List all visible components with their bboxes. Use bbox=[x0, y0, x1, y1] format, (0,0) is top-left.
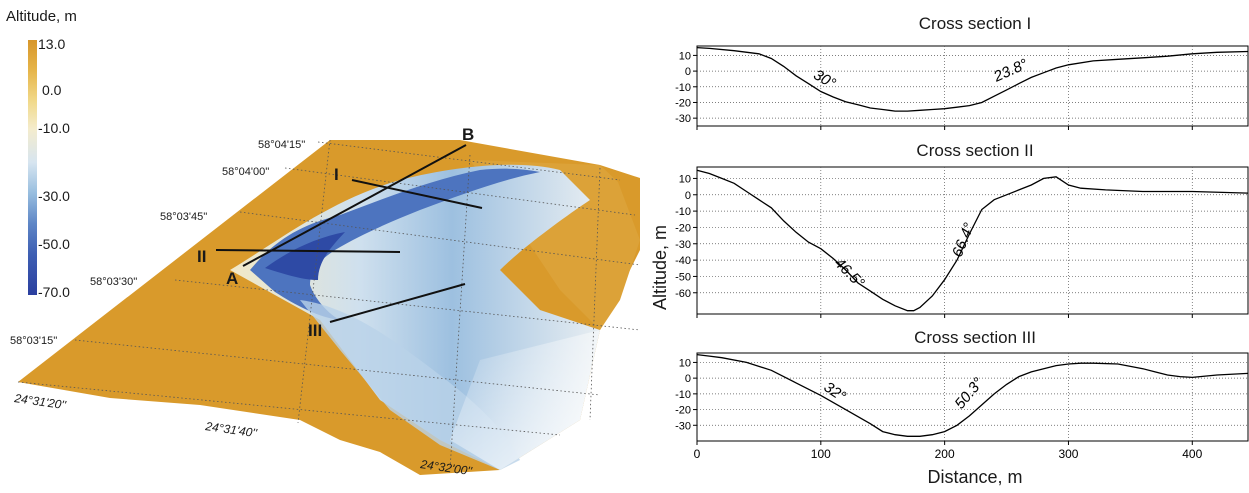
colorbar-tick: -30.0 bbox=[38, 188, 70, 204]
colorbar-tick: 13.0 bbox=[38, 36, 66, 52]
section-label-I: I bbox=[334, 165, 339, 184]
y-tick-label: -30 bbox=[675, 420, 691, 432]
point-label-B: B bbox=[462, 125, 474, 144]
y-tick-label: 10 bbox=[679, 173, 691, 185]
plot-frame bbox=[696, 166, 1249, 315]
y-tick-label: 0 bbox=[685, 373, 691, 385]
profile-line-AB bbox=[242, 144, 467, 267]
y-tick-label: 0 bbox=[685, 190, 691, 202]
section-label-III: III bbox=[308, 321, 322, 340]
terrain-panel: Altitude, m 13.0 0.0 -10.0 -30.0 -50.0 -… bbox=[6, 8, 640, 478]
terrain-channel-deep bbox=[265, 232, 345, 280]
lat-label: 58°03'45'' bbox=[160, 211, 207, 223]
colorbar-tick: 0.0 bbox=[42, 82, 62, 98]
y-tick-label: -60 bbox=[675, 288, 691, 300]
lat-label: 58°04'15'' bbox=[258, 139, 305, 151]
section-label-II: II bbox=[197, 247, 206, 266]
colorbar-title: Altitude, m bbox=[6, 8, 77, 25]
terrain-grid bbox=[17, 139, 640, 471]
x-tick-label: 200 bbox=[935, 447, 955, 461]
series-line bbox=[696, 169, 1249, 312]
x-tick-label: 300 bbox=[1058, 447, 1078, 461]
chart-title: Cross section III bbox=[914, 328, 1036, 347]
y-tick-label: -30 bbox=[675, 113, 691, 125]
y-tick-label: -40 bbox=[675, 255, 691, 267]
x-tick-label: 0 bbox=[694, 447, 701, 461]
terrain-fade bbox=[450, 330, 600, 470]
plot-frame bbox=[696, 45, 1249, 127]
x-tick-label: 400 bbox=[1182, 447, 1202, 461]
profile-line-II bbox=[215, 249, 401, 253]
x-tick-label: 100 bbox=[811, 447, 831, 461]
x-axis-title: Distance, m bbox=[927, 467, 1023, 487]
y-tick-label: -10 bbox=[675, 206, 691, 218]
y-tick-label: -10 bbox=[675, 82, 691, 94]
point-label-A: A bbox=[226, 269, 238, 288]
profile-line-I bbox=[351, 179, 483, 209]
y-tick-label: -20 bbox=[675, 405, 691, 417]
colorbar-tick: -10.0 bbox=[38, 120, 70, 136]
y-tick-label: 0 bbox=[685, 66, 691, 78]
y-tick-label: -10 bbox=[675, 389, 691, 401]
series-line bbox=[696, 353, 1249, 437]
y-tick-label: -20 bbox=[675, 222, 691, 234]
colorbar-tick: -70.0 bbox=[38, 284, 70, 300]
y-tick-label: -50 bbox=[675, 271, 691, 283]
y-axis-title: Altitude, m bbox=[650, 224, 670, 310]
lat-label: 58°03'30'' bbox=[90, 276, 137, 288]
colorbar-tick: -50.0 bbox=[38, 236, 70, 252]
y-tick-label: 10 bbox=[679, 357, 691, 369]
series-line bbox=[696, 46, 1249, 112]
y-tick-label: -20 bbox=[675, 97, 691, 109]
chart-title: Cross section II bbox=[916, 141, 1034, 160]
lat-label: 58°04'00'' bbox=[222, 166, 269, 178]
y-tick-label: 10 bbox=[679, 50, 691, 62]
terrain-map: 58°04'15'' 58°04'00'' 58°03'45'' 58°03'3… bbox=[10, 125, 640, 478]
plot-frame bbox=[696, 352, 1249, 442]
chart-title: Cross section I bbox=[918, 14, 1032, 33]
profile-line-III bbox=[329, 283, 466, 323]
profile-lines bbox=[215, 144, 483, 323]
lat-label: 58°03'15'' bbox=[10, 335, 57, 347]
y-tick-label: -30 bbox=[675, 239, 691, 251]
colorbar bbox=[28, 40, 37, 295]
